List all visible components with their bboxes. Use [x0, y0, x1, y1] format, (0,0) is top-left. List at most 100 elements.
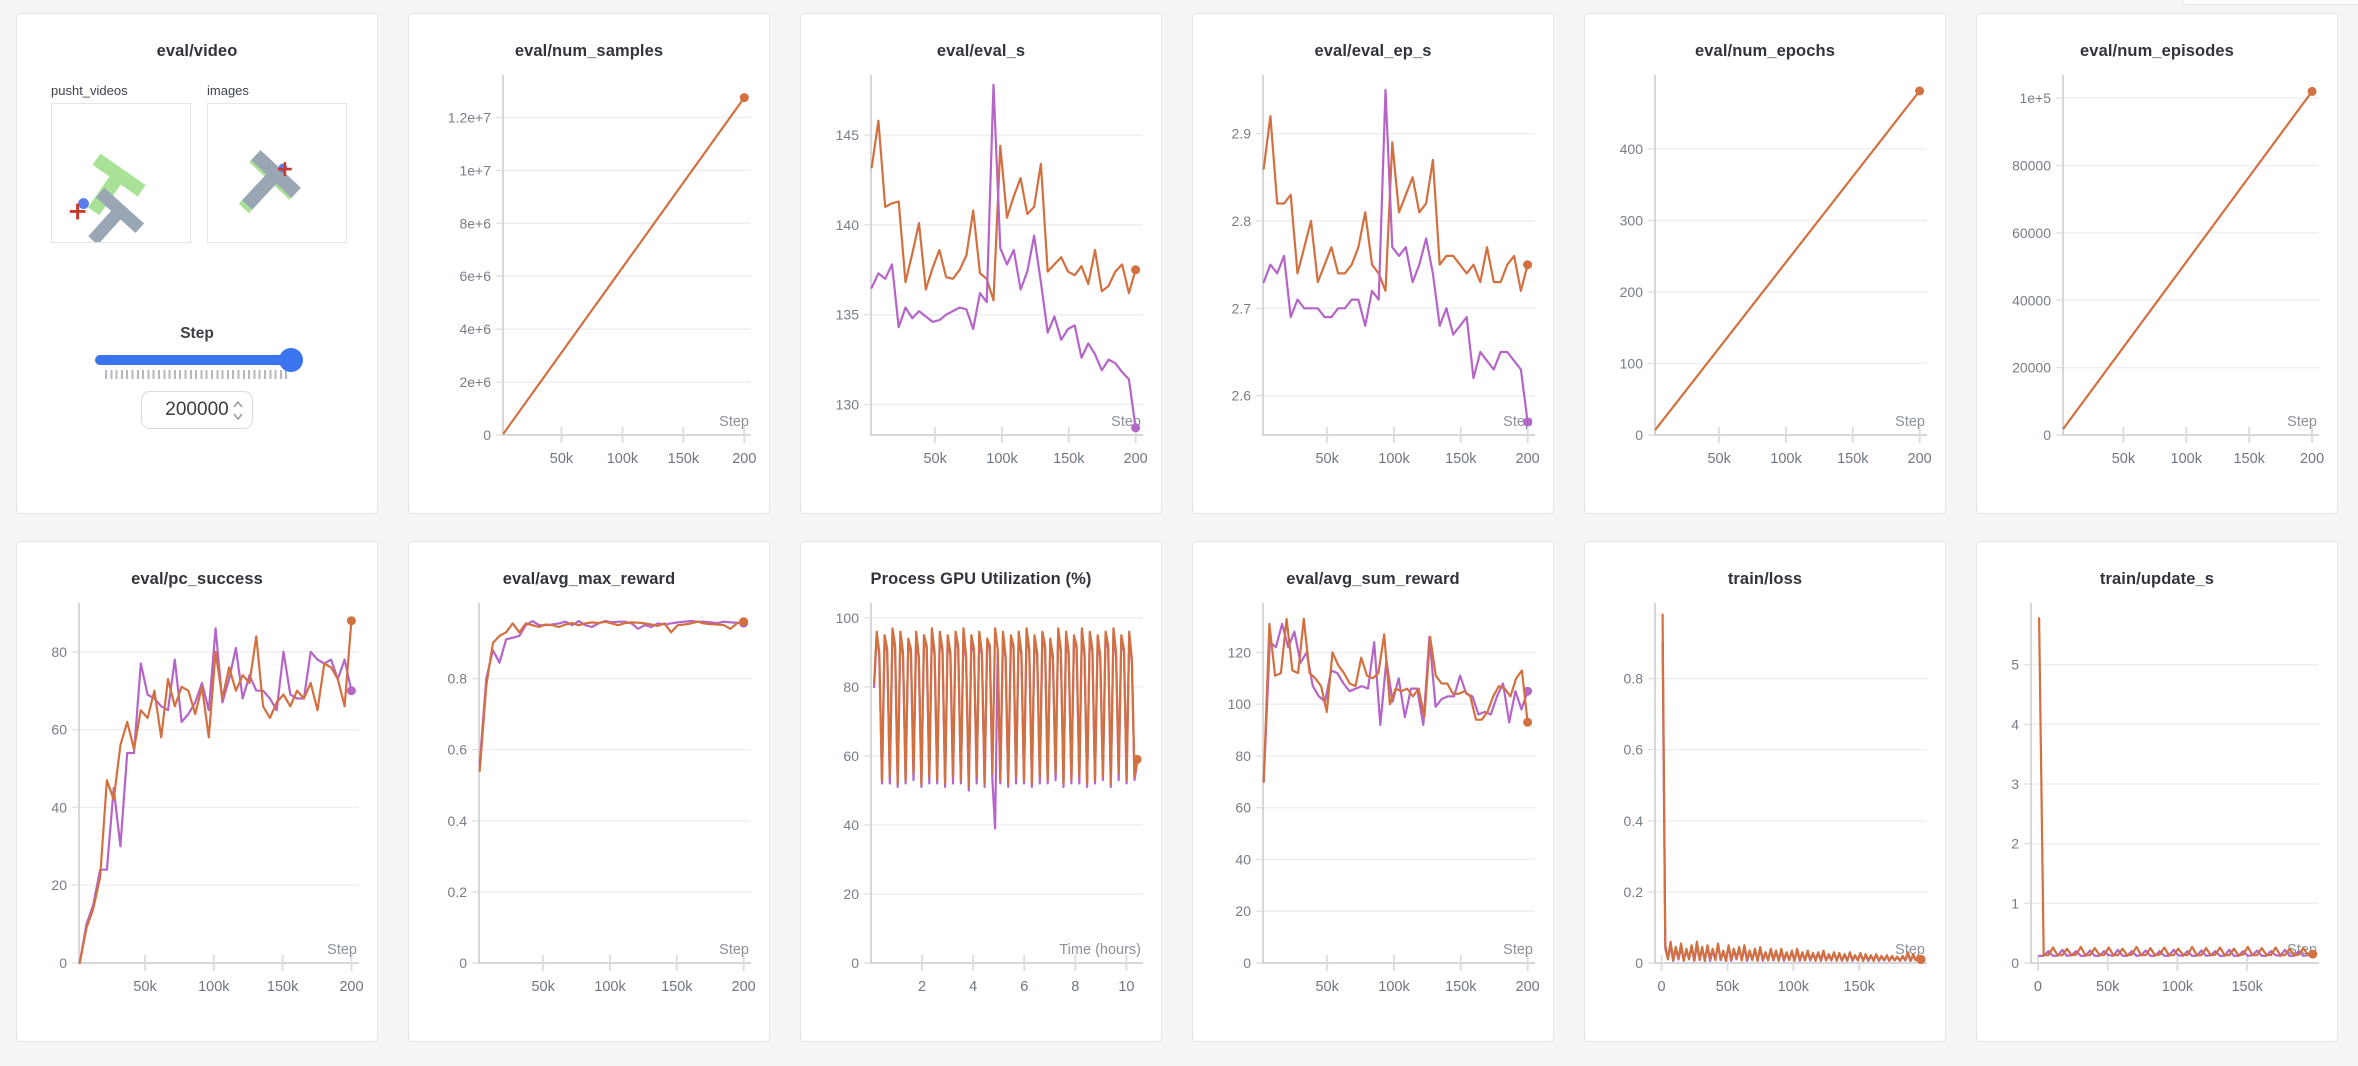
- panel-eval-pc-success: eval/pc_success 0 20 40 60 80 50k 100k 150k 200 S…: [16, 541, 378, 1042]
- svg-text:0: 0: [2011, 955, 2019, 971]
- chart-title: eval/avg_sum_reward: [1286, 570, 1460, 588]
- svg-text:200: 200: [1516, 979, 1540, 995]
- svg-text:150k: 150k: [2231, 979, 2263, 995]
- media-caption: images: [207, 83, 249, 98]
- panel-train-update-s: train/update_s 0 1 2 3 4 5 0 50k 100k 150k Step: [1976, 541, 2338, 1042]
- svg-text:200: 200: [2300, 451, 2324, 467]
- panel-eval-eval-ep-s: eval/eval_ep_s 2.6 2.7 2.8 2.9 50k 100k 150k 20…: [1192, 13, 1554, 514]
- svg-text:4e+6: 4e+6: [459, 321, 491, 337]
- svg-text:20: 20: [51, 877, 67, 893]
- svg-text:0.2: 0.2: [448, 884, 468, 900]
- chart-title: eval/num_epochs: [1695, 42, 1835, 60]
- panel-eval-num-episodes: eval/num_episodes 0 20000 40000 60000 80000 1…: [1976, 13, 2338, 514]
- chart-process-gpu-utilization[interactable]: 0 20 40 60 80 100 2 4 6 8 10 Time (hours): [811, 597, 1153, 1005]
- chart-title: eval/pc_success: [131, 570, 263, 588]
- svg-text:20: 20: [1235, 903, 1251, 919]
- svg-text:50k: 50k: [2112, 451, 2136, 467]
- chart-title: train/loss: [1727, 570, 1803, 588]
- svg-text:20000: 20000: [2012, 360, 2051, 376]
- svg-text:120: 120: [1228, 644, 1252, 660]
- svg-text:2.8: 2.8: [1232, 213, 1252, 229]
- svg-text:2.6: 2.6: [1232, 388, 1252, 404]
- images-thumbnail[interactable]: [207, 103, 347, 243]
- chart-eval-num-epochs[interactable]: 0 100 200 300 400 50k 100k 150k 200 Step: [1595, 69, 1937, 477]
- svg-text:300: 300: [1620, 212, 1644, 228]
- chart-eval-avg-max-reward[interactable]: 0 0.2 0.4 0.6 0.8 50k 100k 150k 200 Step: [419, 597, 761, 1005]
- svg-text:0: 0: [1635, 955, 1643, 971]
- chart-train-loss[interactable]: 0 0.2 0.4 0.6 0.8 0 50k 100k 150k Step: [1595, 597, 1937, 1005]
- svg-text:40: 40: [51, 799, 67, 815]
- svg-text:1: 1: [2011, 895, 2019, 911]
- svg-text:2.7: 2.7: [1232, 300, 1252, 316]
- media-caption: pusht_videos: [51, 83, 128, 98]
- svg-text:1e+7: 1e+7: [459, 162, 491, 178]
- svg-text:40: 40: [843, 817, 859, 833]
- svg-text:50k: 50k: [133, 979, 157, 995]
- panel-eval-video: eval/video pusht_videos: [16, 13, 378, 514]
- svg-text:100: 100: [1228, 696, 1252, 712]
- svg-text:150k: 150k: [1843, 979, 1875, 995]
- svg-text:150k: 150k: [661, 979, 693, 995]
- svg-text:0.6: 0.6: [448, 742, 468, 758]
- svg-text:200: 200: [339, 979, 363, 995]
- step-slider[interactable]: [95, 348, 303, 379]
- chart-eval-num-episodes[interactable]: 0 20000 40000 60000 80000 1e+5 50k 100k 150k 200 S…: [1987, 69, 2329, 477]
- step-value-input[interactable]: 200000: [141, 391, 253, 429]
- svg-text:150k: 150k: [1445, 979, 1477, 995]
- svg-text:150k: 150k: [267, 979, 299, 995]
- svg-text:40: 40: [1235, 851, 1251, 867]
- step-value[interactable]: 200000: [165, 399, 229, 420]
- svg-text:4: 4: [2011, 716, 2019, 732]
- svg-text:50k: 50k: [1716, 979, 1740, 995]
- chart-eval-pc-success[interactable]: 0 20 40 60 80 50k 100k 150k 200 Step: [27, 597, 369, 1005]
- cropped-panel-edge: [2182, 0, 2358, 5]
- svg-text:1e+5: 1e+5: [2019, 90, 2051, 106]
- svg-text:80: 80: [843, 679, 859, 695]
- svg-text:50k: 50k: [531, 979, 555, 995]
- svg-text:0.8: 0.8: [1624, 671, 1644, 687]
- svg-text:2: 2: [2011, 836, 2019, 852]
- chart-title: eval/num_episodes: [2080, 42, 2234, 60]
- panel-eval-num-samples: eval/num_samples 0 2e+6 4e+6 6e+6 8e+6 1e+7 1.…: [408, 13, 770, 514]
- svg-text:130: 130: [836, 396, 860, 412]
- svg-text:100k: 100k: [198, 979, 230, 995]
- svg-text:200: 200: [1620, 284, 1644, 300]
- svg-text:0: 0: [59, 955, 67, 971]
- panel-eval-eval-s: eval/eval_s 130 135 140 145 50k 100k 150k 200 St…: [800, 13, 1162, 514]
- svg-text:200: 200: [732, 451, 756, 467]
- svg-text:6: 6: [1020, 979, 1028, 995]
- pusht-video-thumbnail[interactable]: [51, 103, 191, 243]
- chart-title: eval/eval_ep_s: [1314, 42, 1432, 60]
- svg-text:3: 3: [2011, 776, 2019, 792]
- svg-text:60000: 60000: [2012, 225, 2051, 241]
- stepper-arrows-icon[interactable]: [232, 399, 244, 423]
- slider-track[interactable]: [95, 348, 303, 372]
- slider-tick-ruler: [105, 370, 289, 379]
- panel-eval-avg-sum-reward: eval/avg_sum_reward 0 20 40 60 80 100 120 50k 10…: [1192, 541, 1554, 1042]
- svg-text:200: 200: [1516, 451, 1540, 467]
- svg-text:150k: 150k: [2233, 451, 2265, 467]
- svg-text:50k: 50k: [1315, 451, 1339, 467]
- svg-text:80: 80: [51, 644, 67, 660]
- svg-text:100k: 100k: [986, 451, 1018, 467]
- svg-text:140: 140: [836, 217, 860, 233]
- svg-text:0: 0: [2043, 427, 2051, 443]
- svg-text:150k: 150k: [1837, 451, 1869, 467]
- svg-text:0: 0: [2034, 979, 2042, 995]
- svg-text:100: 100: [1620, 355, 1644, 371]
- svg-text:100k: 100k: [1778, 979, 1810, 995]
- slider-handle[interactable]: [279, 348, 303, 372]
- svg-text:60: 60: [843, 748, 859, 764]
- svg-text:Step: Step: [719, 414, 749, 430]
- chart-title: eval/num_samples: [514, 42, 664, 60]
- chart-eval-num-samples[interactable]: 0 2e+6 4e+6 6e+6 8e+6 1e+7 1.2e+7 50k 100k 150k 20…: [419, 69, 761, 477]
- panel-title: eval/video: [156, 42, 238, 60]
- chart-title: eval/eval_s: [936, 42, 1026, 60]
- svg-text:Step: Step: [719, 942, 749, 958]
- chart-eval-avg-sum-reward[interactable]: 0 20 40 60 80 100 120 50k 100k 150k 200 Step: [1203, 597, 1545, 1005]
- svg-text:1.2e+7: 1.2e+7: [448, 109, 491, 125]
